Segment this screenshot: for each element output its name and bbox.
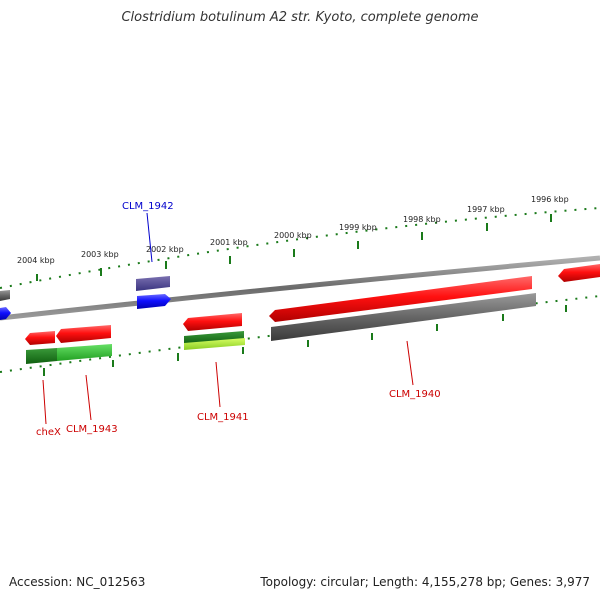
genome-summary-text: Topology: circular; Length: 4,155,278 bp… [260,575,590,589]
gene-feature[interactable] [183,313,242,331]
map-title: Clostridium botulinum A2 str. Kyoto, com… [121,10,479,25]
label-leader [146,212,153,263]
gene-feature[interactable] [0,307,11,320]
gene-feature[interactable] [136,276,170,291]
ruler-label: 1997 kbp [467,205,505,214]
gene-feature[interactable] [269,276,532,322]
ruler-label: 2002 kbp [146,245,184,254]
gene-label-chex[interactable]: cheX [36,427,61,438]
gene-feature[interactable] [137,294,171,309]
ruler-label: 1998 kbp [403,215,441,224]
gene-label-clm-1943[interactable]: CLM_1943 [66,424,118,435]
gene-label-clm-1941[interactable]: CLM_1941 [197,412,249,423]
gene-feature[interactable] [271,293,536,341]
label-leader [42,379,47,425]
accession-text: Accession: NC_012563 [9,575,146,589]
gene-label-clm-1942[interactable]: CLM_1942 [122,201,174,212]
gene-label-clm-1940[interactable]: CLM_1940 [389,389,441,400]
label-leader [85,374,92,421]
ruler-label: 2004 kbp [17,256,55,265]
gene-feature[interactable] [184,338,245,350]
ruler-label: 2001 kbp [210,238,248,247]
ruler-label: 1996 kbp [531,195,569,204]
gene-feature[interactable] [0,290,10,301]
ruler-inner-ticks [43,305,567,376]
label-leader [215,361,221,408]
ruler-major-ticks [36,214,552,281]
ruler-label: 1999 kbp [339,223,377,232]
ruler-label: 2000 kbp [274,231,312,240]
gene-feature[interactable] [57,344,112,361]
gene-feature[interactable] [558,264,600,282]
genome-backbone [0,255,600,321]
label-leader [406,340,414,386]
gene-feature[interactable] [26,348,57,364]
ruler-label: 2003 kbp [81,250,119,259]
ruler-outer [0,207,600,289]
gene-feature[interactable] [25,331,55,345]
gene-feature[interactable] [184,331,244,344]
gene-feature[interactable] [56,325,111,343]
